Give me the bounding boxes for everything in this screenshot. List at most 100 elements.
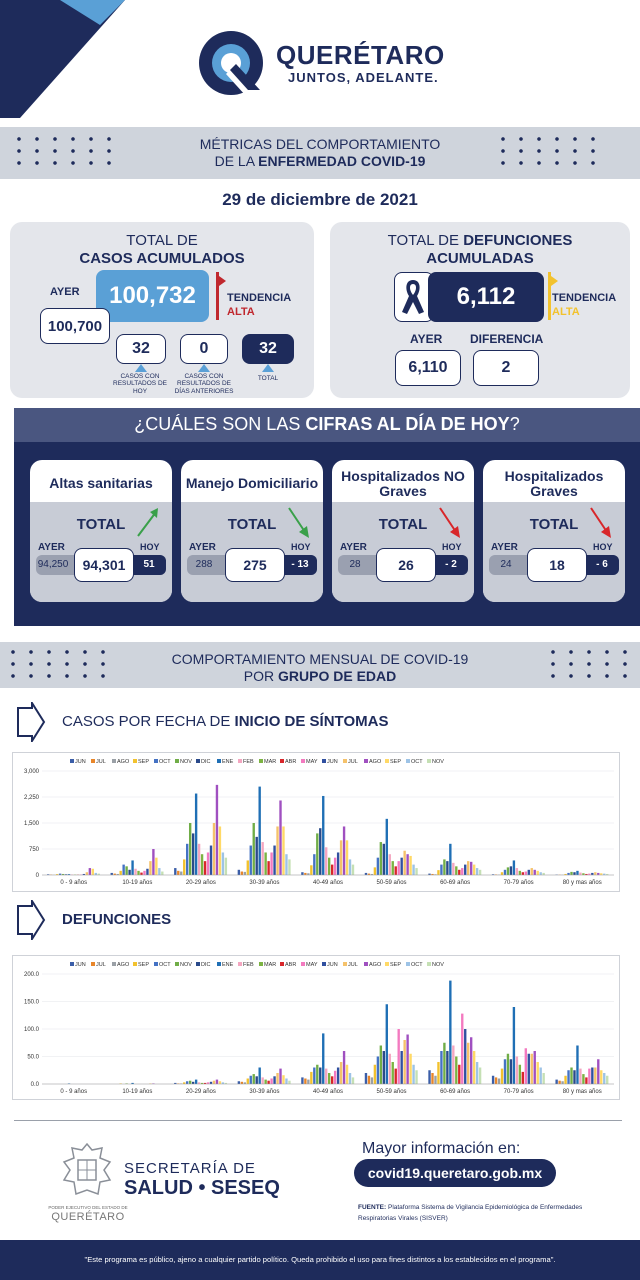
legend-swatch	[133, 759, 137, 763]
bar	[128, 869, 131, 875]
bar	[197, 1082, 201, 1084]
bar	[509, 866, 513, 875]
bar	[221, 852, 225, 875]
disclaimer-text: "Este programa es público, ajeno a cualq…	[84, 1255, 556, 1264]
legend-swatch	[385, 962, 389, 966]
bar	[515, 868, 519, 875]
legend-swatch	[301, 962, 305, 966]
legend-entry: MAR	[264, 962, 276, 968]
bar	[503, 1059, 507, 1084]
x-tick-label: 60-69 años	[440, 880, 470, 886]
metrics-title: MÉTRICAS DEL COMPORTAMIENTO DE LA ENFERM…	[199, 136, 441, 169]
bar	[218, 826, 222, 875]
bar	[119, 870, 122, 875]
bar	[579, 1068, 582, 1084]
casos-title: TOTAL DE CASOS ACUMULADOS	[79, 232, 245, 267]
y-tick-label: 0	[36, 873, 40, 879]
bar	[585, 1077, 588, 1084]
legend-swatch	[364, 962, 368, 966]
bar	[558, 1080, 561, 1084]
queretaro-logo-icon	[199, 31, 264, 96]
website-link[interactable]: covid19.queretaro.gob.mx	[354, 1159, 556, 1187]
legend-entry: JUN	[75, 759, 86, 765]
bar	[209, 845, 213, 875]
gov-small-text: PODER EJECUTIVO DEL ESTADO DE	[48, 1205, 128, 1210]
bar	[449, 843, 452, 875]
bar	[428, 1070, 431, 1084]
bar	[458, 869, 461, 875]
dots-decoration	[10, 133, 118, 169]
bar	[209, 1081, 213, 1084]
bar	[530, 868, 533, 875]
bar	[406, 854, 409, 875]
bar	[573, 872, 576, 875]
bar	[400, 857, 403, 875]
x-tick-label: 20-29 años	[186, 880, 216, 886]
bar	[310, 1071, 313, 1084]
footer-divider	[14, 1120, 622, 1121]
trend-up-icon	[137, 508, 158, 537]
bar	[267, 1080, 270, 1084]
bar	[116, 873, 119, 875]
bar	[382, 843, 386, 875]
bar	[183, 859, 186, 875]
casos-hoy-label: CASOS CON RESULTADOS DE HOY	[113, 373, 167, 395]
dots-decoration	[494, 133, 602, 169]
cifras-header	[14, 408, 640, 442]
casos-hoy-box: 32	[116, 334, 166, 364]
metric-card-ayer: 24	[500, 559, 512, 570]
bar	[276, 1073, 279, 1084]
defunciones-ayer-value: 6,110	[395, 350, 461, 386]
bar	[243, 871, 246, 875]
bar	[588, 873, 591, 875]
bar	[443, 1042, 446, 1084]
pointer-icon	[198, 364, 210, 372]
trend-down-icon	[439, 507, 460, 538]
flag-icon	[551, 276, 558, 286]
bar	[180, 871, 183, 875]
bar	[252, 1074, 255, 1084]
bar	[458, 1064, 461, 1084]
bar	[521, 1071, 525, 1084]
casos-trend-bar	[216, 272, 219, 320]
legend-entry: MAY	[306, 962, 318, 968]
bar	[367, 873, 371, 875]
bar	[412, 1064, 415, 1084]
bar	[146, 868, 149, 875]
bar	[224, 1082, 228, 1084]
bar	[573, 1070, 576, 1084]
legend-swatch	[196, 962, 200, 966]
bar	[261, 842, 264, 875]
bar	[237, 1081, 241, 1084]
bar	[206, 1082, 210, 1084]
bar	[461, 868, 464, 875]
bar	[539, 872, 542, 875]
x-tick-label: 80 y mas años	[563, 880, 602, 886]
bar	[258, 786, 261, 875]
bar	[194, 793, 198, 875]
metric-card-ayer: 94,250	[37, 559, 69, 570]
bar	[585, 873, 588, 875]
legend-entry: JUL	[96, 962, 106, 968]
bar	[564, 1075, 567, 1084]
metric-card-total-label: TOTAL	[76, 516, 126, 533]
bar	[370, 873, 374, 875]
bar	[267, 861, 270, 875]
bar	[594, 872, 597, 875]
bar	[91, 868, 95, 875]
bar	[310, 865, 313, 875]
metric-card-title: Manejo Domiciliario	[185, 475, 319, 492]
legend-swatch	[238, 759, 242, 763]
bar	[301, 872, 304, 875]
bar	[440, 864, 443, 875]
metric-card-ayer-label: AYER	[491, 542, 518, 553]
bar	[491, 874, 495, 875]
x-tick-label: 60-69 años	[440, 1089, 470, 1095]
chart-defunciones-frame	[12, 955, 620, 1100]
metric-card-title: Altas sanitarias	[49, 475, 153, 492]
bar	[567, 1070, 570, 1084]
bar	[406, 1034, 409, 1084]
legend-entry: ENE	[222, 759, 234, 765]
defunciones-tendencia-label: TENDENCIA	[552, 292, 617, 304]
bar	[255, 1076, 258, 1084]
